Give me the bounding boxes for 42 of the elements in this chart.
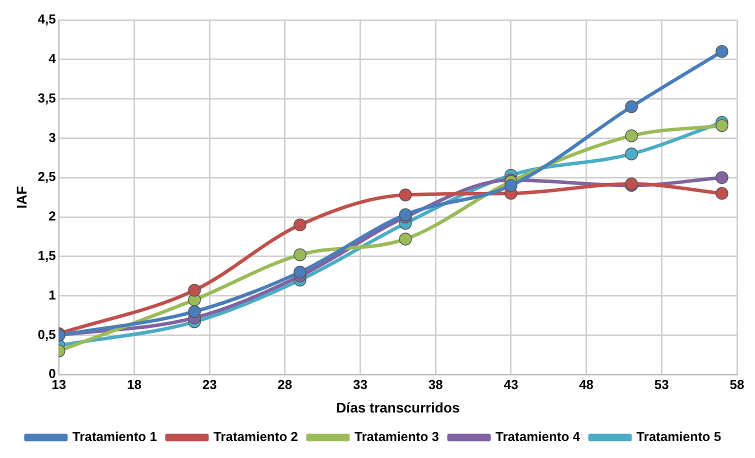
point	[294, 266, 306, 279]
legend-label: Tratamiento 3	[354, 429, 440, 444]
legend-label: Tratamiento 4	[496, 429, 581, 444]
y-tick-label: 4	[48, 50, 57, 66]
x-tick-label: 33	[353, 376, 368, 392]
x-tick-label: 38	[428, 376, 443, 392]
legend-label: Tratamiento 5	[636, 429, 722, 444]
point	[399, 188, 412, 202]
x-tick-label: 53	[654, 376, 669, 392]
point	[294, 248, 306, 262]
x-tick-label: 28	[278, 376, 292, 392]
point	[625, 100, 638, 114]
x-tick-label: 23	[202, 376, 217, 392]
x-tick-label: 48	[579, 376, 594, 392]
y-tick-label: 0,5	[38, 326, 56, 342]
y-tick-label: 1	[48, 287, 56, 302]
point	[716, 119, 728, 132]
point	[716, 186, 728, 200]
point	[625, 148, 638, 160]
legend-label: Tratamiento 1	[72, 429, 157, 444]
y-tick-label: 0	[48, 366, 56, 382]
point	[625, 129, 638, 142]
y-axis-title: IAF	[13, 186, 30, 209]
x-tick-label: 58	[730, 376, 744, 392]
point	[399, 208, 412, 222]
point	[294, 218, 306, 232]
x-axis-title: Días transcurridos	[336, 399, 460, 416]
point	[188, 284, 201, 297]
y-tick-label: 3	[48, 130, 56, 145]
point	[399, 232, 412, 246]
y-tick-label: 1,5	[38, 248, 56, 263]
y-tick-label: 4,5	[38, 12, 56, 27]
y-tick-label: 2	[48, 208, 56, 224]
legend-label: Tratamiento 2	[213, 429, 298, 444]
point	[716, 45, 728, 58]
point	[188, 305, 201, 318]
x-tick-label: 18	[126, 376, 142, 392]
point	[504, 179, 518, 192]
y-tick-label: 3,5	[38, 90, 56, 106]
y-tick-label: 2,5	[38, 169, 56, 184]
point	[716, 171, 728, 184]
x-tick-label: 43	[504, 376, 518, 392]
